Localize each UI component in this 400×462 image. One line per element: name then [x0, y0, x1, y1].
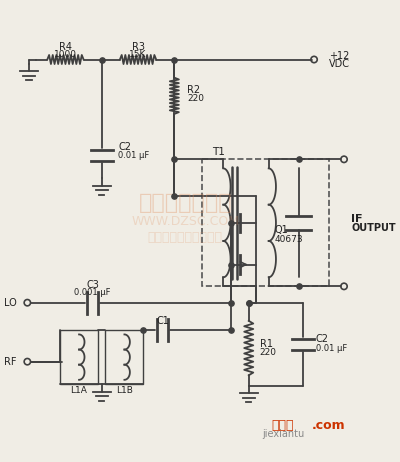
Text: C3: C3 [86, 280, 99, 290]
Text: IF: IF [351, 214, 363, 224]
Bar [202, 159, 328, 286]
Bar [105, 330, 144, 384]
Text: 0.01 μF: 0.01 μF [316, 344, 347, 353]
Text: 40673: 40673 [274, 235, 303, 243]
Text: 维库电子市场网: 维库电子市场网 [138, 193, 232, 213]
Text: +12: +12 [328, 51, 349, 61]
Text: LO: LO [4, 298, 16, 308]
Text: L1A: L1A [71, 386, 88, 395]
Text: .com: .com [312, 419, 346, 432]
Text: 220: 220 [187, 94, 204, 103]
Text: R3: R3 [132, 42, 144, 52]
Text: Q1: Q1 [274, 225, 288, 235]
Text: C1: C1 [156, 316, 169, 326]
Text: VDC: VDC [328, 59, 350, 69]
Text: RF: RF [4, 357, 16, 367]
Text: C2: C2 [316, 334, 329, 344]
Text: R4: R4 [59, 42, 72, 52]
Text: 接线图: 接线图 [272, 419, 294, 432]
Text: 杭州将累科技有限公司: 杭州将累科技有限公司 [148, 231, 223, 244]
Bar [60, 330, 98, 384]
Text: R1: R1 [260, 339, 273, 348]
Text: C2: C2 [118, 142, 131, 152]
Text: jiexiantu: jiexiantu [262, 429, 304, 439]
Text: WWW.DZSC.COM: WWW.DZSC.COM [131, 214, 239, 227]
Text: 220: 220 [260, 348, 277, 357]
Text: 0.01 μF: 0.01 μF [118, 151, 149, 160]
Text: T1: T1 [212, 147, 225, 157]
Text: 15K: 15K [129, 49, 147, 59]
Text: OUTPUT: OUTPUT [351, 223, 396, 233]
Text: R2: R2 [187, 85, 200, 95]
Text: L1B: L1B [116, 386, 133, 395]
Text: 1000: 1000 [54, 49, 77, 59]
Text: 0.001 μF: 0.001 μF [74, 288, 111, 297]
